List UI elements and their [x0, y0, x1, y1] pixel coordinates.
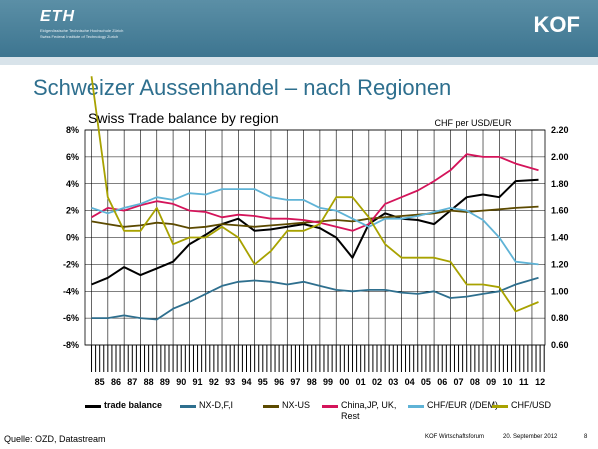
legend-swatch	[492, 405, 508, 408]
legend-label: NX-D,F,I	[199, 400, 234, 410]
x-tick-label: 95	[258, 377, 268, 387]
kof-logo: KOF	[533, 12, 580, 37]
source-note: Quelle: OZD, Datastream	[4, 434, 106, 444]
legend-item: NX-US	[263, 400, 310, 411]
x-tick-label: 87	[127, 377, 137, 387]
legend-item: CHF/EUR (/DEM)	[408, 400, 498, 411]
chart-title: Swiss Trade balance by region	[88, 110, 279, 126]
plot-border	[84, 129, 546, 346]
x-tick-label: 86	[111, 377, 121, 387]
y-tick-label: -4%	[63, 286, 79, 296]
eth-logo: ETH	[40, 8, 75, 25]
y-tick-label: 0%	[66, 233, 79, 243]
y2-axis-label: CHF per USD/EUR	[434, 118, 512, 128]
x-tick-label: 12	[535, 377, 545, 387]
x-tick-label: 97	[290, 377, 300, 387]
y-tick-label: 4%	[66, 179, 79, 189]
y2-tick-label: 2.20	[551, 125, 569, 135]
legend-label: NX-US	[282, 400, 311, 410]
y2-tick-label: 0.60	[551, 340, 569, 350]
legend-label: CHF/USD	[511, 400, 551, 410]
x-tick-label: 93	[225, 377, 235, 387]
legend-item: NX-D,F,I	[180, 400, 233, 411]
legend-swatch	[408, 405, 424, 408]
series-lines	[90, 76, 539, 321]
series-line-5	[90, 76, 539, 313]
legend-label: CHF/EUR (/DEM)	[427, 400, 498, 410]
y-tick-label: 6%	[66, 152, 79, 162]
y2-tick-label: 1.20	[551, 259, 569, 269]
x-tick-label: 99	[323, 377, 333, 387]
legend-swatch	[322, 405, 338, 408]
x-tick-label: 09	[486, 377, 496, 387]
page-number: 8	[584, 434, 588, 440]
x-tick-label: 02	[372, 377, 382, 387]
axis-ticks: 8% 2.20 6% 2.00 4% 1.80 2% 1.60 0% 1.40 -2% 1.20 -4%…	[63, 125, 569, 387]
series-line-1	[91, 276, 539, 321]
footer-date: 20. September 2012	[503, 434, 558, 440]
y2-tick-label: 1.80	[551, 179, 569, 189]
y-tick-label: -8%	[63, 340, 79, 350]
header-divider	[0, 57, 598, 65]
grid	[84, 129, 546, 346]
y-tick-label: 2%	[66, 206, 79, 216]
x-tick-label: 89	[160, 377, 170, 387]
x-tick-label: 06	[437, 377, 447, 387]
y2-tick-label: 0.80	[551, 313, 569, 323]
x-tick-label: 91	[193, 377, 203, 387]
legend-item: China,JP, UK, Rest	[322, 400, 401, 422]
series-line-0	[91, 178, 539, 286]
x-tick-label: 94	[241, 377, 251, 387]
x-tick-label: 98	[307, 377, 317, 387]
y-tick-label: -6%	[63, 313, 79, 323]
x-tick-label: 85	[95, 377, 105, 387]
legend-label: trade balance	[104, 400, 163, 410]
x-tick-label: 05	[421, 377, 431, 387]
legend-item: trade balance	[85, 400, 162, 411]
legend-swatch	[85, 405, 101, 408]
header-bar	[0, 0, 598, 57]
series-line-3	[91, 153, 539, 232]
footer-organizer: KOF Wirtschaftsforum	[425, 434, 485, 440]
x-tick-label: 88	[144, 377, 154, 387]
eth-subtitle-2: Swiss Federal Institute of Technology Zu…	[40, 34, 119, 39]
x-tick-label: 90	[176, 377, 186, 387]
slide-title: Schweizer Aussenhandel – nach Regionen	[33, 75, 452, 100]
legend-swatch	[180, 405, 196, 408]
x-tick-label: 01	[356, 377, 366, 387]
eth-subtitle-1: Eidgenössische Technische Hochschule Zür…	[40, 28, 124, 33]
x-tick-label: 11	[519, 377, 529, 387]
y2-tick-label: 1.40	[551, 233, 569, 243]
legend-item: CHF/USD	[492, 400, 551, 411]
legend-swatch	[263, 405, 279, 408]
legend-label: China,JP, UK, Rest	[341, 400, 397, 421]
x-tick-label: 92	[209, 377, 219, 387]
y2-tick-label: 1.00	[551, 286, 569, 296]
x-tick-label: 08	[470, 377, 480, 387]
y-tick-label: 8%	[66, 125, 79, 135]
y2-tick-label: 2.00	[551, 152, 569, 162]
x-tick-label: 10	[502, 377, 512, 387]
x-tick-label: 96	[274, 377, 284, 387]
x-tick-label: 00	[339, 377, 349, 387]
y2-tick-label: 1.60	[551, 206, 569, 216]
series-line-4	[91, 188, 539, 266]
x-tick-label: 07	[454, 377, 464, 387]
x-tick-label: 04	[405, 377, 415, 387]
x-tick-label: 03	[388, 377, 398, 387]
y-tick-label: -2%	[63, 259, 79, 269]
